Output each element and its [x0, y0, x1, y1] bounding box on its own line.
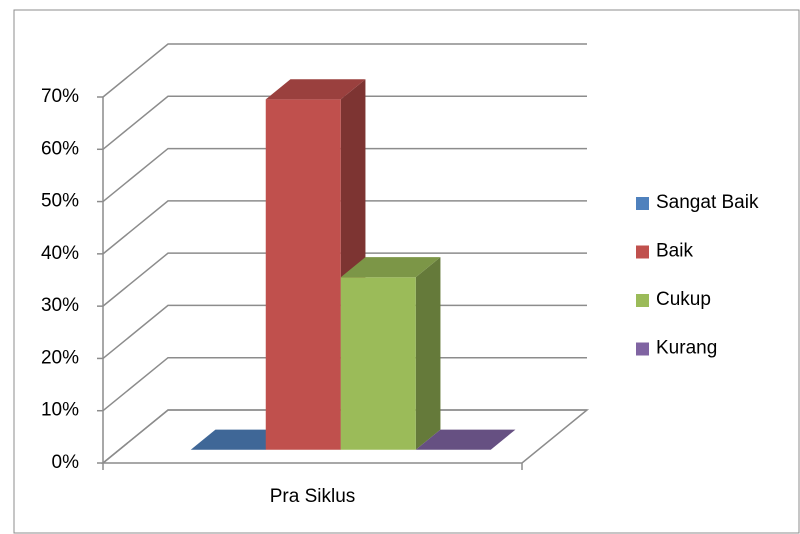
- y-tick-label: 40%: [41, 243, 79, 264]
- grid-line: [102, 409, 587, 464]
- legend-swatch: [636, 245, 649, 259]
- legend-label: Kurang: [656, 338, 717, 359]
- bar: [190, 429, 291, 450]
- bar-top: [415, 429, 516, 450]
- y-tick-label: 70%: [41, 86, 79, 107]
- bar-top: [190, 429, 291, 450]
- y-tick-label: 10%: [41, 400, 79, 421]
- grid-line: [102, 252, 587, 307]
- x-tick-label: Pra Siklus: [270, 486, 356, 507]
- grid-line: [102, 95, 587, 150]
- y-tick-label: 20%: [41, 347, 79, 368]
- y-tick-label: 50%: [41, 191, 79, 212]
- legend-label: Baik: [656, 241, 693, 262]
- bar-top: [265, 79, 366, 100]
- y-tick-label: 0%: [52, 452, 80, 473]
- grid-line: [102, 200, 587, 255]
- y-tick-label: 60%: [41, 138, 79, 159]
- bar-top: [340, 257, 441, 278]
- grid-line: [102, 43, 587, 98]
- grid-line: [102, 147, 587, 203]
- grid-line: [102, 356, 587, 412]
- bar: [340, 257, 441, 450]
- bar-front: [340, 277, 416, 450]
- legend-swatch: [636, 294, 649, 307]
- legend-swatch: [636, 342, 649, 356]
- y-tick-label: 30%: [41, 295, 79, 316]
- bar: [265, 79, 366, 450]
- bar-side: [415, 257, 441, 450]
- legend-label: Sangat Baik: [656, 192, 759, 213]
- bar-front: [265, 99, 341, 450]
- bar: [415, 429, 516, 450]
- legend-label: Cukup: [656, 289, 711, 310]
- legend-swatch: [636, 197, 649, 210]
- grid-line: [102, 304, 587, 360]
